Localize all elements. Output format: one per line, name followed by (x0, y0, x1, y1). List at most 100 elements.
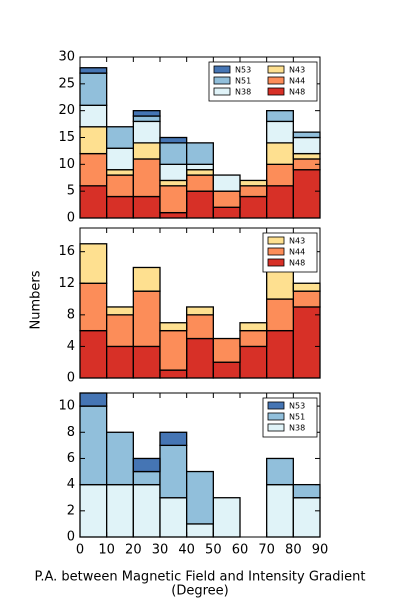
bar (132, 266, 161, 292)
bar (212, 497, 241, 538)
bar (159, 431, 188, 447)
bar (159, 211, 188, 219)
y-tick-label: 2 (67, 503, 75, 518)
legend-label: N53 (235, 66, 251, 75)
x-tick-label: 60 (232, 543, 249, 558)
bar (239, 195, 268, 219)
legend-swatch (267, 258, 285, 267)
bar (106, 174, 134, 198)
bar (266, 142, 294, 165)
bar (159, 185, 188, 214)
y-tick-label: 4 (67, 477, 75, 492)
bar (132, 195, 161, 219)
bar (266, 329, 294, 379)
legend-swatch (267, 76, 285, 85)
y-tick-label: 4 (67, 339, 75, 354)
bar (79, 282, 108, 332)
bar (186, 190, 214, 219)
bar (79, 405, 108, 486)
bar (292, 169, 321, 219)
bar (292, 136, 321, 155)
bar (106, 169, 134, 176)
bar (186, 470, 214, 525)
bar (186, 523, 214, 538)
y-axis-label: Numbers (29, 270, 44, 329)
bar (79, 152, 108, 187)
bar (132, 115, 161, 123)
legend-swatch (267, 87, 285, 96)
bar (292, 152, 321, 160)
bar (239, 179, 268, 187)
bar (106, 314, 134, 348)
bar (132, 158, 161, 198)
x-axis-label: (Degree) (171, 584, 228, 599)
x-tick-label: 50 (205, 543, 222, 558)
bar (186, 306, 214, 316)
legend-swatch (267, 65, 285, 74)
bar (266, 110, 294, 123)
bar (159, 444, 188, 499)
y-tick-label: 6 (67, 451, 75, 466)
bar (106, 345, 134, 379)
legend-swatch (213, 65, 231, 74)
bar (159, 142, 188, 165)
bar (266, 163, 294, 187)
bar (79, 104, 108, 128)
legend-swatch (267, 423, 285, 432)
legend-swatch (267, 401, 285, 410)
bar (212, 174, 241, 192)
bar (79, 185, 108, 219)
legend-swatch (267, 236, 285, 245)
legend-label: N38 (235, 88, 251, 97)
bar (132, 483, 161, 538)
bar (186, 174, 214, 192)
y-tick-label: 8 (67, 307, 75, 322)
bar (159, 136, 188, 144)
bar (132, 345, 161, 379)
bar (106, 147, 134, 171)
bar (106, 195, 134, 219)
bar (159, 497, 188, 538)
y-tick-label: 15 (58, 130, 75, 145)
bar (292, 282, 321, 292)
bar (212, 337, 241, 363)
bar (239, 329, 268, 348)
bar (159, 369, 188, 379)
bar (186, 142, 214, 165)
legend-label: N51 (289, 413, 305, 422)
bar (106, 306, 134, 316)
bar (266, 120, 294, 144)
x-tick-label: 70 (258, 543, 275, 558)
bar (79, 126, 108, 155)
legend-swatch (213, 87, 231, 96)
bar (79, 329, 108, 379)
bar (132, 120, 161, 144)
x-tick-label: 20 (125, 543, 142, 558)
bar (186, 169, 214, 176)
legend-label: N48 (289, 259, 305, 268)
y-tick-label: 0 (67, 530, 75, 545)
x-tick-label: 80 (285, 543, 302, 558)
bar (106, 126, 134, 149)
y-tick-label: 0 (67, 211, 75, 226)
legend-label: N43 (289, 237, 305, 246)
bar (79, 243, 108, 284)
legend-label: N44 (289, 248, 305, 257)
y-tick-label: 30 (58, 50, 75, 65)
bar (132, 110, 161, 117)
bar (292, 290, 321, 308)
y-tick-label: 25 (58, 76, 75, 91)
bar (239, 345, 268, 379)
legend-label: N38 (289, 424, 305, 433)
bar (212, 361, 241, 379)
y-tick-label: 5 (67, 184, 75, 199)
legend-label: N44 (289, 77, 305, 86)
bar (132, 142, 161, 160)
bar (132, 457, 161, 473)
bar (212, 206, 241, 219)
plot-frame (79, 227, 321, 379)
bar (292, 306, 321, 379)
legend-label: N51 (235, 77, 251, 86)
bar (106, 431, 134, 486)
